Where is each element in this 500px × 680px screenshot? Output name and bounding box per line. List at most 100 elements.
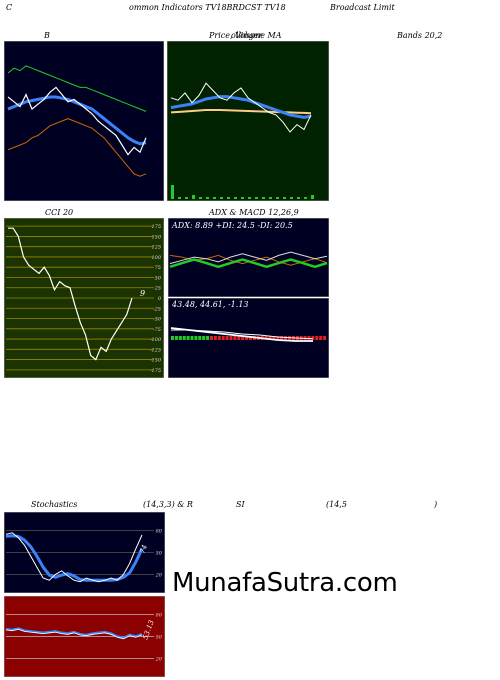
macd-histogram-bar: [237, 336, 241, 340]
macd-histogram-bar: [225, 336, 229, 340]
bollinger-lower-band: [7, 118, 147, 177]
rsi-tick-label: 50: [156, 635, 163, 641]
volume-bar: [178, 197, 181, 199]
macd-histogram-bar: [280, 336, 284, 340]
volume-bar: [283, 197, 286, 199]
macd-histogram-bar: [307, 336, 311, 340]
adx-macd-title: ADX & MACD 12,26,9: [209, 208, 299, 217]
cci-tick-label: 175: [151, 224, 161, 230]
volume-bar: [290, 197, 293, 199]
volume-bar: [185, 197, 188, 199]
watermark: MunafaSutra.com: [172, 568, 398, 598]
adx-label: ADX: 8.89 +DI: 24.5 -DI: 20.5: [171, 221, 293, 230]
cci-title: CCI 20: [45, 208, 74, 217]
price-volume-chart: [167, 41, 329, 201]
volume-bar: [199, 197, 202, 199]
price-line: [170, 82, 312, 133]
adx-plus-di-line: [169, 251, 328, 265]
cci-tick-label: 100: [151, 255, 161, 261]
stoch-tick-label: 20: [155, 572, 163, 578]
macd-line: [170, 327, 313, 342]
macd-histogram-bar: [198, 336, 202, 340]
macd-histogram-bar: [284, 336, 288, 340]
macd-histogram-bar: [233, 336, 237, 340]
volume-bar: [297, 197, 300, 199]
rsi-thin-line: [5, 628, 143, 640]
bollinger-title-left: B: [44, 31, 50, 40]
cci-tick-label: 0: [158, 296, 162, 302]
stoch-tick-label: 80: [156, 529, 163, 535]
adx-chart: ADX: 8.89 +DI: 24.5 -DI: 20.5: [168, 218, 329, 297]
adx-line: [169, 258, 328, 269]
bollinger-middle-band: [7, 95, 147, 146]
volume-bar: [227, 197, 230, 199]
bollinger-bg: [4, 41, 164, 201]
cci-chart: 175 150 125 100 75 50 25 0 -25 -50 -75 -100 -125 -150…: [4, 218, 164, 378]
macd-histogram-bar: [249, 336, 252, 340]
cci-tick-label: -75: [153, 327, 161, 333]
volume-bar: [171, 185, 174, 199]
cci-tick-label: 150: [151, 234, 161, 240]
bollinger-title-overlay: ollinger: [231, 31, 263, 40]
cci-tick-label: 75: [155, 265, 161, 271]
cci-tick-label: 25: [154, 286, 161, 292]
macd-histogram-bar: [311, 336, 315, 340]
volume-bar: [206, 197, 209, 199]
stoch-value-label: 74: [138, 544, 149, 555]
volume-bar: [262, 197, 265, 199]
cci-tick-label: -25: [153, 306, 161, 312]
macd-histogram-bar: [182, 336, 186, 340]
volume-bar: [248, 197, 251, 199]
volume-bar: [269, 197, 272, 199]
rsi-params: (14,5: [326, 500, 347, 509]
macd-histogram-bar: [213, 336, 217, 340]
rsi-tick-label: 20: [155, 656, 163, 662]
bollinger-chart: [4, 41, 164, 201]
bollinger-title-mid: Price, Volume MA: [209, 31, 282, 40]
volume-bar: [255, 197, 258, 199]
cci-line: [8, 227, 133, 361]
macd-histogram-bar: [217, 336, 221, 340]
macd-histogram-bar: [186, 336, 190, 340]
macd-histogram-bar: [323, 336, 327, 340]
macd-histogram-bar: [245, 336, 249, 340]
macd-histogram-bar: [171, 336, 174, 340]
macd-histogram-bar: [206, 336, 210, 340]
volume-bar: [241, 197, 244, 199]
macd-histogram-bar: [190, 336, 194, 340]
macd-histogram-bar: [319, 336, 323, 340]
cci-value-label: 9: [140, 289, 145, 298]
macd-histogram-bar: [194, 336, 198, 340]
cci-tick-label: -150: [150, 358, 162, 364]
macd-label: 43.48, 44.61, -1.13: [171, 300, 249, 309]
macd-histogram-bar: [272, 336, 276, 340]
cci-tick-label: -50: [153, 317, 162, 323]
cci-tick-label: -175: [150, 368, 161, 374]
macd-histogram-bar: [241, 336, 245, 340]
header-c: C: [6, 3, 13, 12]
cci-tick-label: 50: [155, 276, 162, 282]
stochastics-chart: 80 50 20 74: [4, 512, 165, 593]
volume-bar: [276, 197, 279, 199]
price-bg: [167, 41, 329, 201]
bollinger-title-right: Bands 20,2: [397, 31, 443, 40]
cci-tick-label: 125: [151, 245, 161, 251]
volume-bar: [220, 197, 223, 199]
price-ma-long: [170, 109, 312, 115]
bollinger-price-line: [7, 86, 147, 156]
rsi-close-paren: ): [434, 500, 438, 509]
volume-bar: [304, 197, 307, 199]
macd-histogram-bar: [221, 336, 225, 340]
header-title: ommon Indicators TV18BRDCST TV18: [129, 3, 286, 12]
macd-histogram-bar: [315, 336, 319, 340]
stoch-tick-label: 50: [156, 551, 163, 557]
rsi-tick-label: 80: [156, 613, 163, 619]
macd-histogram-bar: [268, 336, 272, 340]
stoch-params: (14,3,3) & R: [143, 500, 193, 509]
macd-histogram-bar: [202, 336, 206, 340]
volume-bar: [311, 195, 314, 199]
stoch-k-line: [5, 532, 143, 583]
volume-bar: [192, 195, 195, 199]
price-ma-short: [170, 95, 312, 119]
